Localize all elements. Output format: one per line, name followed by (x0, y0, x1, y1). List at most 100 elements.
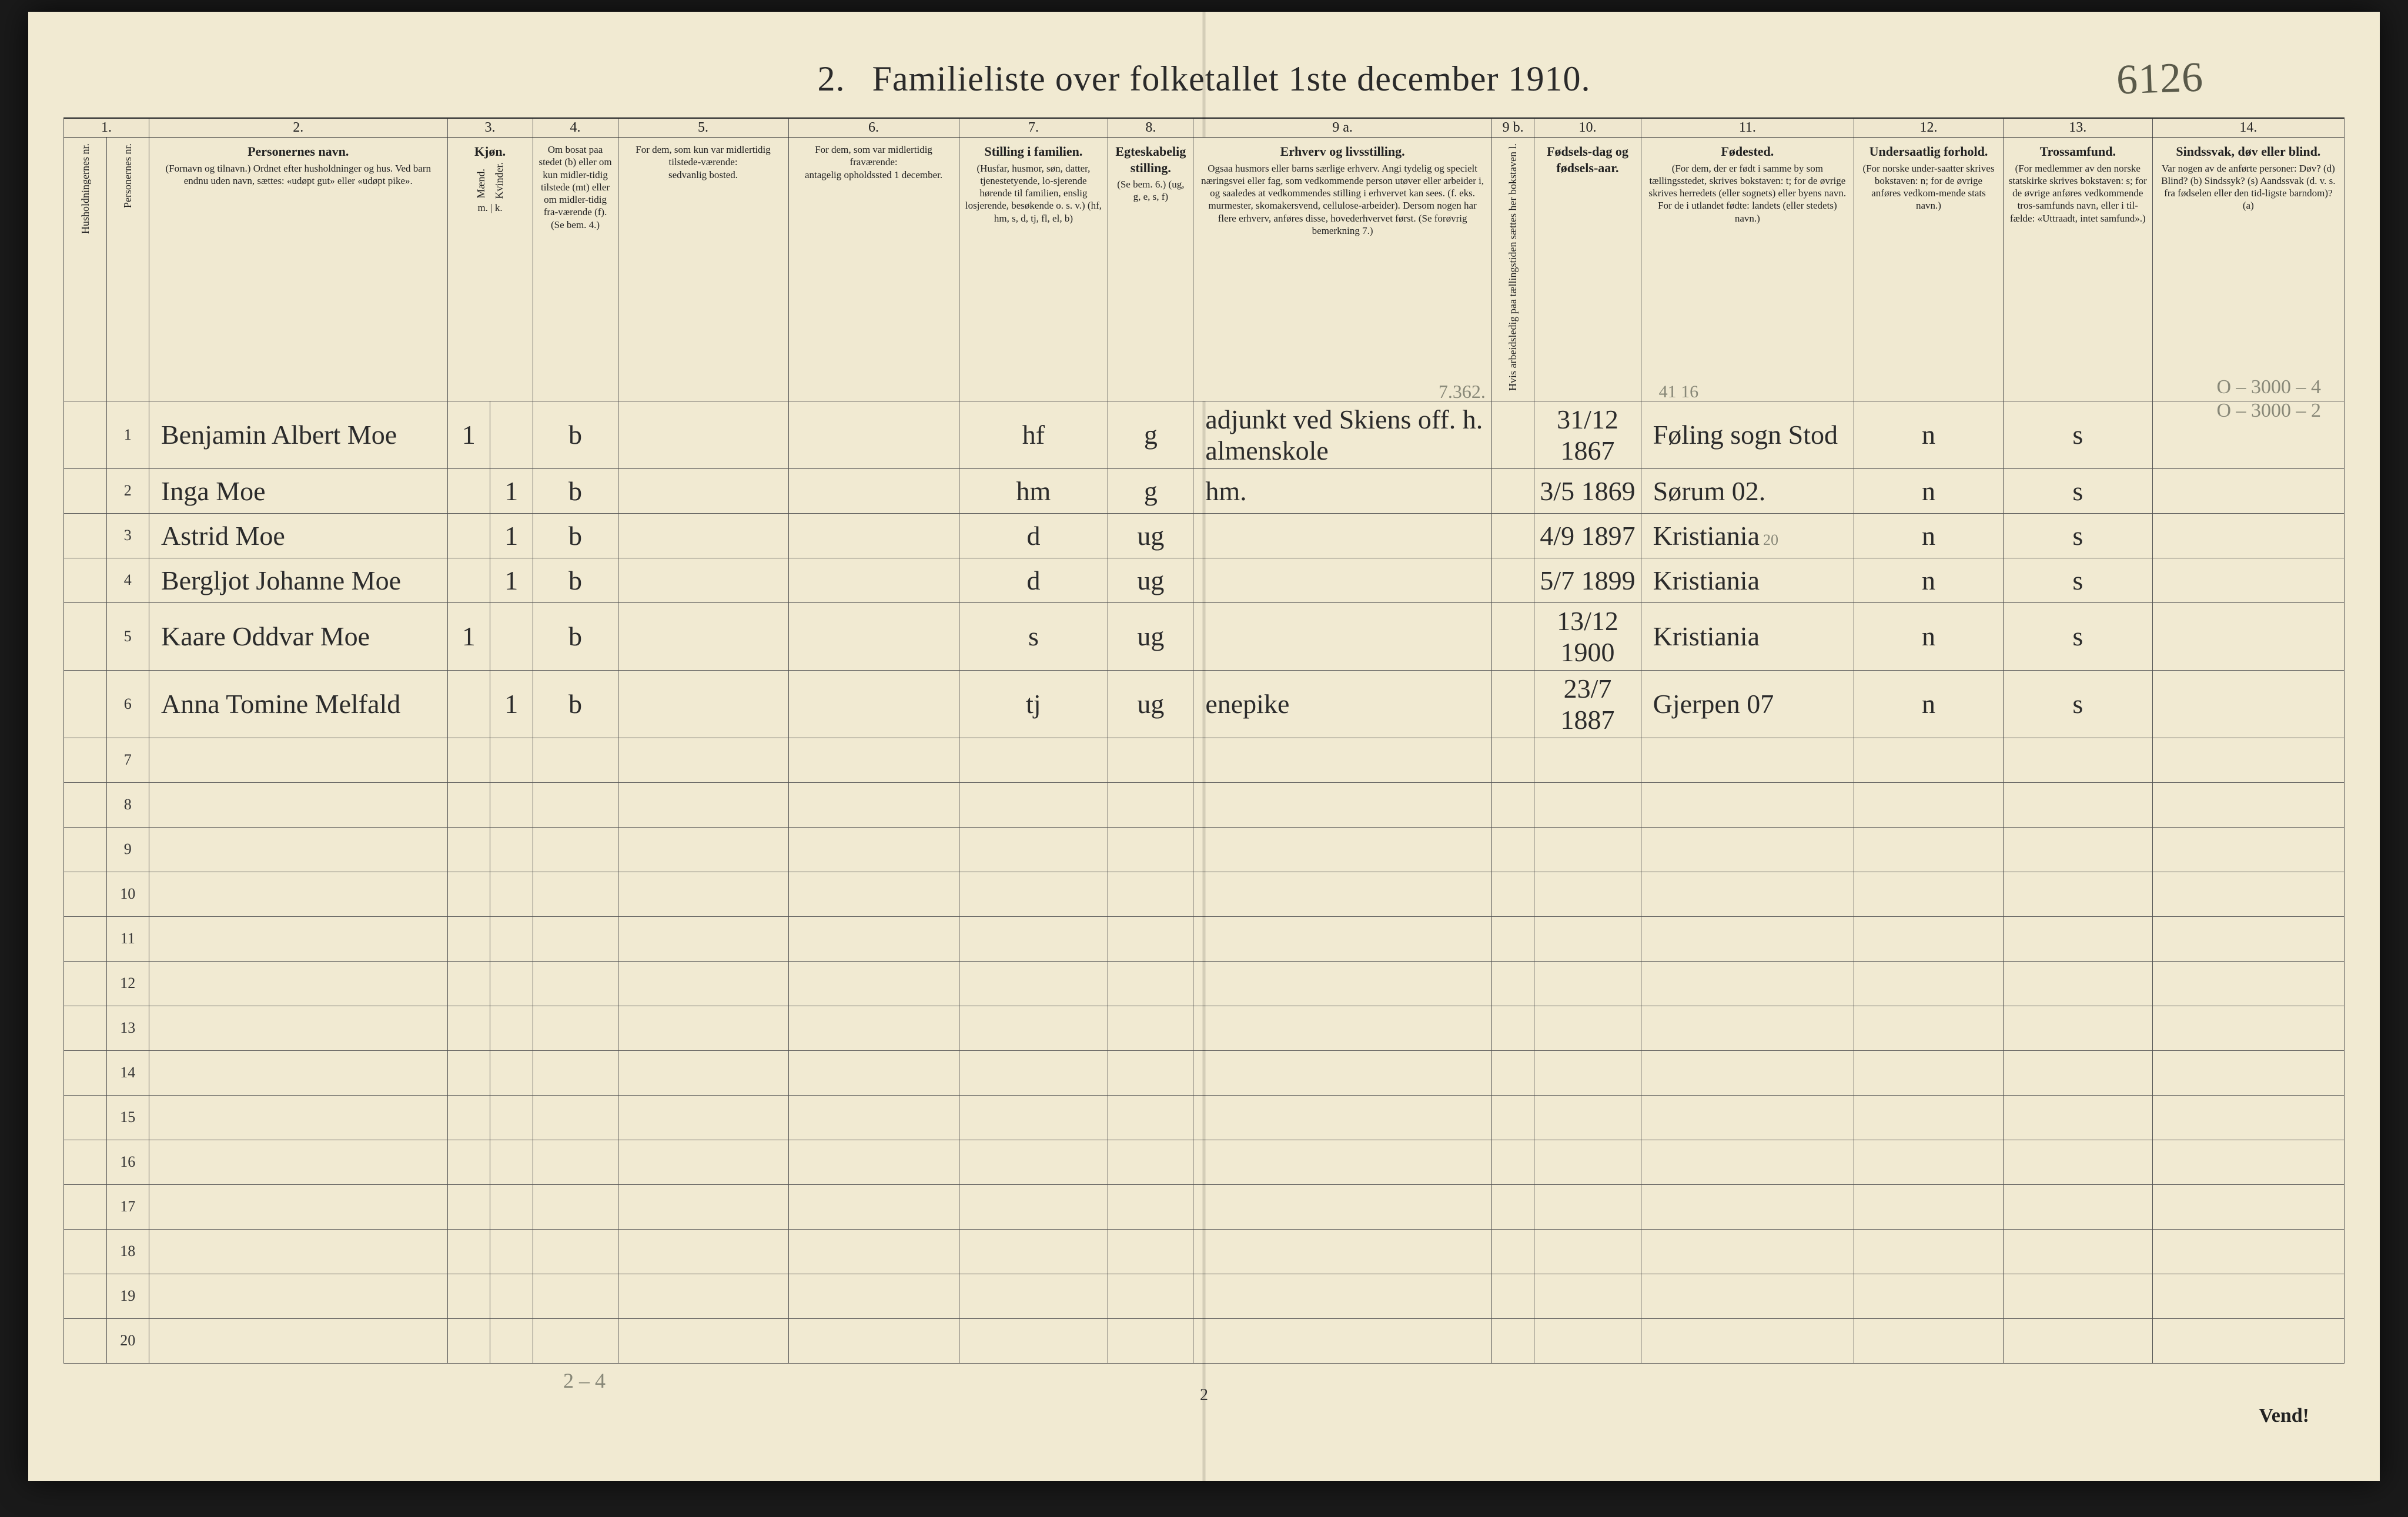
cell-blank (1193, 1184, 1492, 1229)
table-row-blank: 11 (64, 916, 2345, 961)
cell-blank (490, 1006, 533, 1050)
cell-hushold-nr (64, 738, 107, 782)
colnum-3: 3. (447, 118, 533, 138)
table-row-blank: 8 (64, 782, 2345, 827)
cell-trossamfund: s (2003, 401, 2152, 468)
cell-fodested: Gjerpen 07 (1641, 670, 1854, 738)
hdr-erhverv: Erhverv og livsstilling. Ogsaa husmors e… (1193, 138, 1492, 401)
hdr-trossamfund: Trossamfund. (For medlemmer av den norsk… (2003, 138, 2152, 401)
cell-person-nr: 15 (106, 1095, 149, 1140)
table-row-blank: 12 (64, 961, 2345, 1006)
cell-erhverv (1193, 558, 1492, 602)
cell-blank (2152, 827, 2344, 872)
cell-person-nr: 1 (106, 401, 149, 468)
cell-blank (2003, 1229, 2152, 1274)
cell-blank (533, 1050, 618, 1095)
cell-person-nr: 6 (106, 670, 149, 738)
cell-blank (1534, 916, 1641, 961)
cell-blank (533, 782, 618, 827)
cell-erhverv (1193, 602, 1492, 670)
cell-blank (788, 1274, 959, 1318)
cell-blank (2003, 782, 2152, 827)
cell-blank (1641, 1095, 1854, 1140)
cell-blank (1193, 738, 1492, 782)
colnum-11: 11. (1641, 118, 1854, 138)
cell-person-nr: 14 (106, 1050, 149, 1095)
cell-egteskab: g (1108, 468, 1193, 513)
cell-arbeidsledig (1491, 558, 1534, 602)
cell-sex-k: 1 (490, 513, 533, 558)
cell-blank (490, 1318, 533, 1363)
cell-person-nr: 16 (106, 1140, 149, 1184)
cell-blank (1491, 961, 1534, 1006)
cell-blank (618, 961, 788, 1006)
cell-hushold-nr (64, 1229, 107, 1274)
hdr-fodested: Fødested. (For dem, der er født i samme … (1641, 138, 1854, 401)
column-number-row: 1. 2. 3. 4. 5. 6. 7. 8. 9 a. 9 b. 10. 11… (64, 118, 2345, 138)
cell-blank (1641, 1274, 1854, 1318)
cell-blank (1193, 1318, 1492, 1363)
cell-blank (959, 916, 1108, 961)
cell-undersaat: n (1854, 401, 2004, 468)
colnum-4: 4. (533, 118, 618, 138)
cell-person-nr: 3 (106, 513, 149, 558)
cell-erhverv: hm. (1193, 468, 1492, 513)
cell-person-nr: 17 (106, 1184, 149, 1229)
table-row-blank: 7 (64, 738, 2345, 782)
cell-blank (1534, 1006, 1641, 1050)
table-row-blank: 15 (64, 1095, 2345, 1140)
table-row: 5Kaare Oddvar Moe1bsug13/12 1900Kristian… (64, 602, 2345, 670)
cell-blank (1641, 738, 1854, 782)
cell-blank (1534, 961, 1641, 1006)
cell-blank (149, 782, 448, 827)
cell-blank (149, 827, 448, 872)
cell-hushold-nr (64, 468, 107, 513)
cell-sindssvak (2152, 670, 2344, 738)
cell-blank (533, 1229, 618, 1274)
cell-blank (1108, 1050, 1193, 1095)
cell-blank (533, 1318, 618, 1363)
cell-fodselsdato: 4/9 1897 (1534, 513, 1641, 558)
cell-blank (618, 1274, 788, 1318)
cell-blank (1534, 1050, 1641, 1095)
cell-blank (2003, 961, 2152, 1006)
cell-undersaat: n (1854, 602, 2004, 670)
cell-blank (788, 916, 959, 961)
cell-blank (1641, 916, 1854, 961)
cell-midl-tilstede (618, 558, 788, 602)
cell-bosat: b (533, 468, 618, 513)
cell-blank (1193, 961, 1492, 1006)
pencil-right-margin-1: O – 3000 – 4 (2216, 376, 2321, 398)
hdr-undersaatlig: Undersaatlig forhold. (For norske under-… (1854, 138, 2004, 401)
cell-blank (1641, 1006, 1854, 1050)
cell-name: Anna Tomine Melfald (149, 670, 448, 738)
cell-blank (2003, 1050, 2152, 1095)
cell-blank (959, 1050, 1108, 1095)
cell-familiestilling: hm (959, 468, 1108, 513)
cell-sex-m (447, 513, 490, 558)
cell-egteskab: ug (1108, 513, 1193, 558)
pencil-col11-top: 41 16 (1659, 381, 1699, 403)
cell-name: Kaare Oddvar Moe (149, 602, 448, 670)
cell-familiestilling: d (959, 558, 1108, 602)
cell-blank (1491, 782, 1534, 827)
cell-blank (1108, 872, 1193, 916)
cell-blank (447, 916, 490, 961)
cell-blank (447, 1140, 490, 1184)
cell-fodselsdato: 13/12 1900 (1534, 602, 1641, 670)
cell-blank (788, 738, 959, 782)
cell-person-nr: 20 (106, 1318, 149, 1363)
cell-sex-k (490, 602, 533, 670)
cell-blank (1854, 738, 2004, 782)
cell-blank (1491, 1318, 1534, 1363)
cell-hushold-nr (64, 1140, 107, 1184)
cell-blank (149, 1095, 448, 1140)
cell-blank (1108, 1140, 1193, 1184)
table-row-blank: 10 (64, 872, 2345, 916)
cell-blank (1491, 1095, 1534, 1140)
colnum-5: 5. (618, 118, 788, 138)
cell-sex-m (447, 468, 490, 513)
cell-blank (490, 872, 533, 916)
cell-sex-m (447, 558, 490, 602)
cell-blank (1108, 738, 1193, 782)
